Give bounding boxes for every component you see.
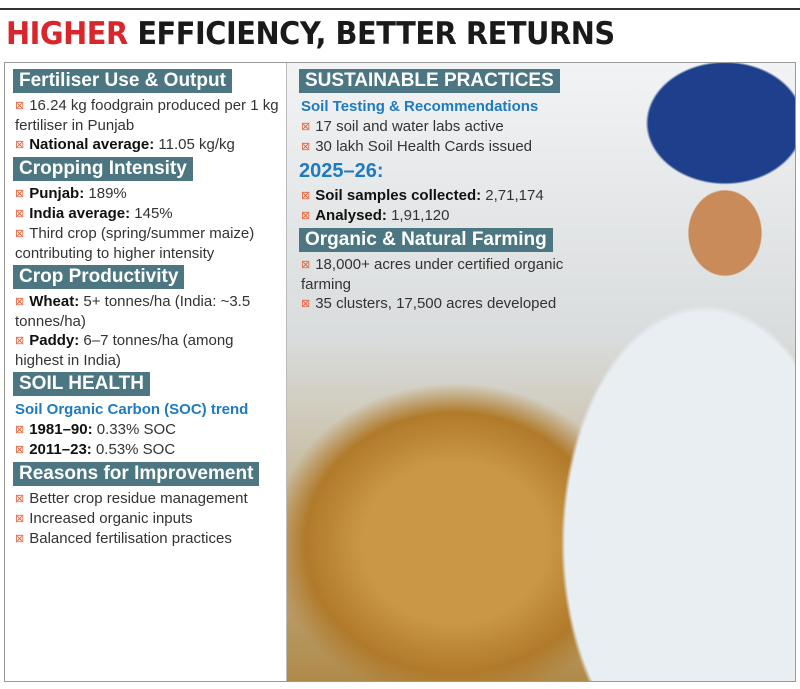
bullet-item: ⊠ 30 lakh Soil Health Cards issued [291,137,591,157]
bullet-item: ⊠ Better crop residue management [5,489,287,509]
bullet-item: ⊠ India average: 145% [5,204,287,224]
bullet-item: ⊠ Balanced fertilisation practices [5,529,287,549]
boxed-x-bullet-icon: ⊠ [301,259,311,271]
bullet-label: National average: [29,136,155,153]
bullet-item: ⊠ 2011–23: 0.53% SOC [5,440,287,460]
boxed-x-bullet-icon: ⊠ [15,296,25,308]
bullet-text: 16.24 kg foodgrain produced per 1 kg fer… [15,97,279,134]
bullet-label: 1981–90: [29,421,93,438]
boxed-x-bullet-icon: ⊠ [15,444,25,456]
section-header: Organic & Natural Farming [299,228,553,252]
bullet-item: ⊠ 16.24 kg foodgrain produced per 1 kg fe… [5,96,287,135]
section-header: SUSTAINABLE PRACTICES [299,69,560,93]
bullet-item: ⊠ Third crop (spring/summer maize) contri… [5,224,287,263]
bullet-item: ⊠ Punjab: 189% [5,184,287,204]
bullet-text: 11.05 kg/kg [154,136,235,153]
section-subheader: Soil Organic Carbon (SOC) trend [15,401,249,418]
bullet-text: 6–7 tonnes/ha (among highest in India) [15,332,234,369]
boxed-x-bullet-icon: ⊠ [15,335,25,347]
bullet-text: 17 soil and water labs active [315,118,504,135]
bullet-label: Analysed: [315,207,387,224]
infographic-panel: Fertiliser Use & Output ⊠ 16.24 kg foodgra… [4,62,796,682]
bullet-label: Wheat: [29,293,80,310]
boxed-x-bullet-icon: ⊠ [15,188,25,200]
bullet-text: 35 clusters, 17,500 acres developed [315,295,557,312]
bullet-item: ⊠ Soil samples collected: 2,71,174 [291,186,591,206]
bullet-text: 0.53% SOC [91,441,176,458]
bullet-text: Balanced fertilisation practices [29,530,232,547]
section-header: SOIL HEALTH [13,372,150,396]
section-header: Crop Productivity [13,265,185,289]
right-column: SUSTAINABLE PRACTICES Soil Testing & Reco… [291,67,591,314]
left-column: Fertiliser Use & Output ⊠ 16.24 kg foodgra… [5,63,287,681]
section-header: Reasons for Improvement [13,462,260,486]
bullet-text: 5+ tonnes/ha (India: ~3.5 tonnes/ha) [15,293,251,330]
boxed-x-bullet-icon: ⊠ [15,493,25,505]
boxed-x-bullet-icon: ⊠ [15,513,25,525]
bullet-text: 2,71,174 [481,187,544,204]
bullet-text: Better crop residue management [29,490,248,507]
boxed-x-bullet-icon: ⊠ [301,190,311,202]
bullet-text: 0.33% SOC [92,421,176,438]
page-title: HIGHER EFFICIENCY, BETTER RETURNS [6,16,615,52]
top-rule [0,8,800,10]
section-header: Cropping Intensity [13,157,193,181]
bullet-item: ⊠ 17 soil and water labs active [291,117,591,137]
bullet-text: 189% [84,185,127,202]
boxed-x-bullet-icon: ⊠ [15,533,25,545]
bullet-text: Third crop (spring/summer maize) contrib… [15,225,255,262]
bullet-item: ⊠ Wheat: 5+ tonnes/ha (India: ~3.5 tonnes… [5,292,287,331]
bullet-item: ⊠ 1981–90: 0.33% SOC [5,420,287,440]
bullet-item: ⊠ Increased organic inputs [5,509,287,529]
year-heading: 2025–26: [299,160,384,182]
bullet-text: 18,000+ acres under certified organic fa… [301,256,564,293]
bullet-item: ⊠ National average: 11.05 kg/kg [5,135,287,155]
bullet-item: ⊠ 18,000+ acres under certified organic f… [291,255,591,294]
bullet-label: India average: [29,205,131,222]
boxed-x-bullet-icon: ⊠ [15,100,25,112]
boxed-x-bullet-icon: ⊠ [301,298,311,310]
section-subheader: Soil Testing & Recommendations [301,98,539,115]
boxed-x-bullet-icon: ⊠ [301,121,311,133]
bullet-label: Paddy: [29,332,80,349]
boxed-x-bullet-icon: ⊠ [15,424,25,436]
bullet-item: ⊠ Analysed: 1,91,120 [291,206,591,226]
bullet-item: ⊠ Paddy: 6–7 tonnes/ha (among highest in … [5,331,287,370]
boxed-x-bullet-icon: ⊠ [15,228,25,240]
bullet-label: Soil samples collected: [315,187,482,204]
section-header: Fertiliser Use & Output [13,69,232,93]
boxed-x-bullet-icon: ⊠ [15,139,25,151]
boxed-x-bullet-icon: ⊠ [15,208,25,220]
boxed-x-bullet-icon: ⊠ [301,141,311,153]
bullet-text: 1,91,120 [386,207,450,224]
bullet-item: ⊠ 35 clusters, 17,500 acres developed [291,294,591,314]
bullet-text: Increased organic inputs [29,510,193,527]
bullet-label: 2011–23: [29,441,92,458]
bullet-label: Punjab: [29,185,85,202]
bullet-text: 145% [130,205,173,222]
boxed-x-bullet-icon: ⊠ [301,210,311,222]
bullet-text: 30 lakh Soil Health Cards issued [315,138,533,155]
